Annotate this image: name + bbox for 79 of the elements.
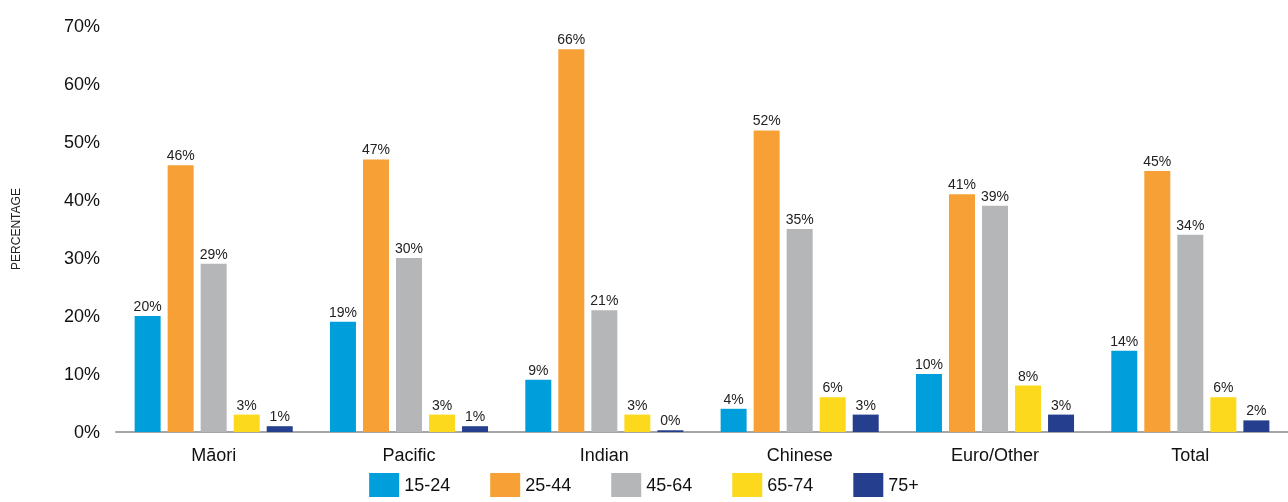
bar xyxy=(134,316,161,432)
data-label: 46% xyxy=(166,147,195,164)
bar xyxy=(266,426,293,432)
data-label: 10% xyxy=(914,356,943,372)
data-label: 3% xyxy=(431,396,453,413)
x-tick-label: Māori xyxy=(191,445,237,465)
bar xyxy=(429,414,456,432)
bar xyxy=(624,414,651,432)
bar xyxy=(1210,397,1237,432)
y-axis-title: PERCENTAGE xyxy=(9,188,23,270)
bar xyxy=(167,165,194,432)
data-label: 1% xyxy=(269,408,290,425)
legend-label: 15-24 xyxy=(404,475,451,495)
bar xyxy=(1015,385,1042,432)
data-label: 34% xyxy=(1176,216,1205,233)
y-tick-label: 60% xyxy=(63,74,100,94)
data-label: 3% xyxy=(1050,396,1072,413)
bar xyxy=(753,130,780,432)
data-label: 41% xyxy=(947,176,976,193)
bar xyxy=(786,229,813,432)
y-tick-label: 40% xyxy=(63,190,100,210)
y-tick-label: 30% xyxy=(63,248,100,268)
data-label: 21% xyxy=(590,292,619,309)
bar xyxy=(1111,350,1138,432)
bar xyxy=(462,426,489,432)
data-label: 3% xyxy=(855,396,876,413)
legend-label: 65-74 xyxy=(767,475,814,495)
legend-label: 75+ xyxy=(888,475,919,495)
data-label: 3% xyxy=(627,396,648,413)
bar xyxy=(1048,414,1075,432)
x-tick-label: Euro/Other xyxy=(950,445,1040,465)
data-label: 35% xyxy=(785,211,814,227)
data-label: 6% xyxy=(1213,379,1234,396)
bar xyxy=(525,379,552,432)
data-label: 0% xyxy=(660,412,681,429)
data-label: 6% xyxy=(822,379,843,396)
bar xyxy=(1243,420,1270,432)
data-label: 2% xyxy=(1246,402,1267,419)
data-label: 8% xyxy=(1017,367,1039,384)
x-tick-label: Indian xyxy=(579,445,629,465)
data-label: 66% xyxy=(557,31,586,48)
legend-label: 25-44 xyxy=(525,475,572,495)
data-label: 19% xyxy=(328,303,357,320)
bar xyxy=(1177,234,1204,432)
bar xyxy=(852,414,879,432)
data-label: 47% xyxy=(361,141,390,158)
data-label: 30% xyxy=(394,240,424,256)
data-label: 29% xyxy=(199,245,228,262)
data-label: 39% xyxy=(980,187,1010,204)
data-label: 20% xyxy=(133,298,162,314)
bar xyxy=(558,49,585,432)
y-tick-label: 50% xyxy=(63,132,100,152)
data-label: 14% xyxy=(1110,332,1139,349)
bar xyxy=(819,397,846,432)
data-label: 1% xyxy=(464,408,486,425)
legend-label: 45-64 xyxy=(646,475,693,495)
data-label: 45% xyxy=(1143,153,1172,169)
bar xyxy=(362,159,389,432)
x-tick-label: Total xyxy=(1171,445,1210,465)
bar xyxy=(1144,171,1171,432)
bar xyxy=(200,263,227,432)
y-tick-label: 0% xyxy=(73,422,100,442)
bar xyxy=(591,310,618,432)
data-label: 52% xyxy=(752,112,781,129)
bar xyxy=(982,205,1008,432)
bar xyxy=(948,194,975,432)
bar xyxy=(233,414,260,432)
x-tick-label: Pacific xyxy=(382,445,436,465)
data-label: 9% xyxy=(528,361,549,378)
x-tick-label: Chinese xyxy=(766,445,833,465)
bar xyxy=(396,258,422,432)
y-tick-label: 70% xyxy=(63,16,100,36)
y-tick-label: 10% xyxy=(63,364,100,384)
y-tick-label: 20% xyxy=(63,306,100,326)
bar xyxy=(915,374,942,432)
bar xyxy=(720,408,747,432)
data-label: 4% xyxy=(723,390,744,407)
data-label: 3% xyxy=(236,396,257,413)
bar xyxy=(329,321,356,432)
